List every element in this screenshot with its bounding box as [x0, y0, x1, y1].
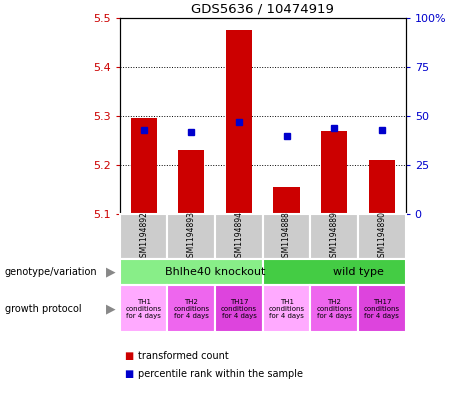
Text: ▶: ▶ [106, 266, 115, 279]
Text: GSM1194893: GSM1194893 [187, 211, 196, 262]
Bar [120, 285, 167, 332]
Bar [226, 30, 252, 214]
Text: ▶: ▶ [106, 302, 115, 315]
Bar [358, 214, 406, 259]
Text: GSM1194888: GSM1194888 [282, 211, 291, 262]
Bar [310, 285, 358, 332]
Text: TH1
conditions
for 4 days: TH1 conditions for 4 days [125, 299, 162, 318]
Text: GSM1194889: GSM1194889 [330, 211, 339, 262]
Bar [263, 214, 310, 259]
Bar [358, 285, 406, 332]
Text: Bhlhe40 knockout: Bhlhe40 knockout [165, 267, 266, 277]
Bar [167, 214, 215, 259]
Text: TH2
conditions
for 4 days: TH2 conditions for 4 days [316, 299, 352, 318]
Text: ■: ■ [124, 351, 134, 361]
Text: ■: ■ [124, 369, 134, 379]
Bar [167, 285, 215, 332]
Text: GSM1194890: GSM1194890 [378, 211, 386, 262]
Bar [321, 130, 347, 214]
Text: TH2
conditions
for 4 days: TH2 conditions for 4 days [173, 299, 209, 318]
Bar [120, 259, 263, 285]
Bar [310, 214, 358, 259]
Bar [215, 214, 263, 259]
Text: percentile rank within the sample: percentile rank within the sample [138, 369, 303, 379]
Bar [178, 150, 204, 214]
Text: transformed count: transformed count [138, 351, 229, 361]
Bar [273, 187, 300, 214]
Text: genotype/variation: genotype/variation [5, 267, 97, 277]
Bar [263, 259, 406, 285]
Text: GSM1194894: GSM1194894 [235, 211, 243, 262]
Title: GDS5636 / 10474919: GDS5636 / 10474919 [191, 2, 334, 15]
Bar [215, 285, 263, 332]
Text: wild type: wild type [332, 267, 384, 277]
Text: growth protocol: growth protocol [5, 303, 81, 314]
Text: TH17
conditions
for 4 days: TH17 conditions for 4 days [364, 299, 400, 318]
Text: TH17
conditions
for 4 days: TH17 conditions for 4 days [221, 299, 257, 318]
Bar [120, 214, 167, 259]
Bar [130, 118, 157, 214]
Text: GSM1194892: GSM1194892 [139, 211, 148, 262]
Bar [263, 285, 310, 332]
Text: TH1
conditions
for 4 days: TH1 conditions for 4 days [268, 299, 305, 318]
Bar [369, 160, 395, 214]
